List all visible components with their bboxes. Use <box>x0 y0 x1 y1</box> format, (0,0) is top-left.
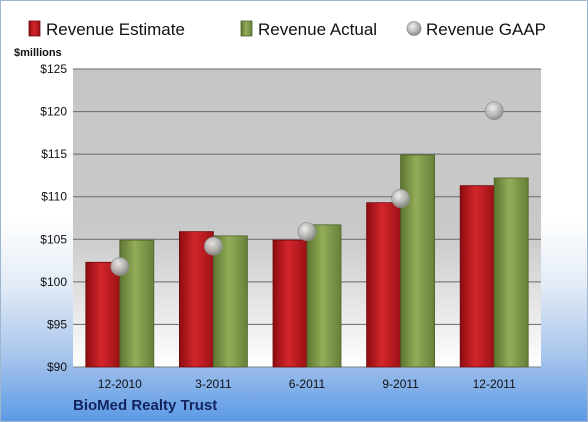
revenue-estimate-bar <box>178 231 214 368</box>
legend-label: Revenue GAAP <box>426 20 546 39</box>
revenue-gaap-marker <box>110 257 130 276</box>
y-axis-unit-label: $millions <box>14 47 62 59</box>
legend-label: Revenue Actual <box>258 20 377 39</box>
revenue-estimate-bar <box>272 239 308 368</box>
x-tick-label: 12-2010 <box>98 377 142 391</box>
y-tick-label: $125 <box>40 62 67 76</box>
revenue-gaap-marker <box>391 189 411 208</box>
revenue-gaap-marker <box>484 101 504 121</box>
y-tick-label: $110 <box>41 190 67 204</box>
revenue-actual-bar <box>493 177 529 368</box>
revenue-actual-bar <box>306 224 342 368</box>
revenue-gaap-marker <box>203 236 223 256</box>
y-tick-label: $100 <box>40 275 67 289</box>
y-tick-label: $120 <box>40 105 67 119</box>
legend-revenue-estimate: Revenue Estimate <box>28 20 185 39</box>
legend-label: Revenue Estimate <box>46 20 185 39</box>
revenue-estimate-bar <box>459 185 495 368</box>
x-tick-label: 9-2011 <box>382 377 419 391</box>
y-tick-label: $105 <box>40 232 67 246</box>
legend-swatch <box>240 20 253 37</box>
y-tick-label: $95 <box>47 317 67 331</box>
revenue-gaap-marker <box>297 222 317 242</box>
x-tick-label: 12-2011 <box>473 377 516 391</box>
y-tick-label: $115 <box>41 147 67 161</box>
revenue-actual-bar <box>400 154 436 368</box>
revenue-estimate-bar <box>366 202 402 368</box>
revenue-estimate-bar <box>85 261 121 368</box>
x-tick-label: 6-2011 <box>289 377 326 391</box>
legend-swatch <box>28 20 41 37</box>
y-tick-label: $90 <box>47 360 67 374</box>
legend-swatch <box>406 21 422 36</box>
company-name: BioMed Realty Trust <box>73 397 218 414</box>
revenue-actual-bar <box>212 235 248 368</box>
x-tick-label: 3-2011 <box>195 377 232 391</box>
legend-revenue-gaap: Revenue GAAP <box>406 20 546 39</box>
legend-revenue-actual: Revenue Actual <box>240 20 377 39</box>
